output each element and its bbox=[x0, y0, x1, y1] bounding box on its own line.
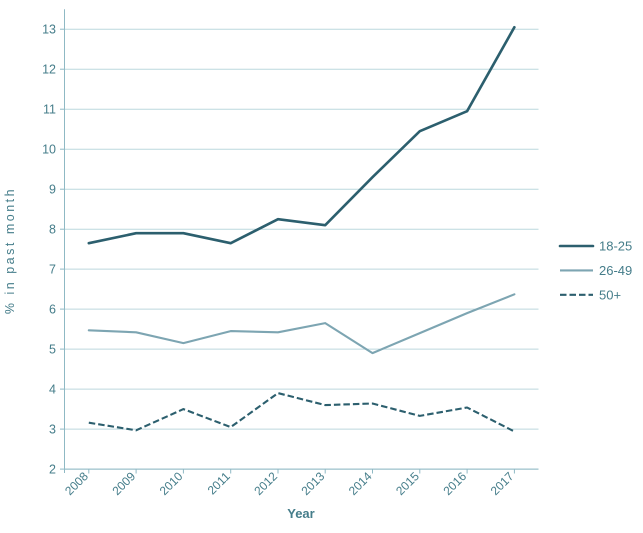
svg-text:2: 2 bbox=[49, 463, 56, 477]
svg-text:26-49: 26-49 bbox=[599, 263, 632, 278]
svg-text:2008: 2008 bbox=[62, 469, 91, 498]
svg-text:10: 10 bbox=[42, 143, 56, 157]
svg-text:2012: 2012 bbox=[251, 469, 280, 498]
svg-text:3: 3 bbox=[49, 423, 56, 437]
svg-text:2014: 2014 bbox=[346, 469, 375, 498]
svg-text:11: 11 bbox=[43, 103, 56, 117]
svg-text:5: 5 bbox=[49, 343, 56, 357]
svg-text:50+: 50+ bbox=[599, 287, 621, 302]
svg-text:2016: 2016 bbox=[440, 469, 469, 498]
svg-text:2010: 2010 bbox=[157, 469, 186, 498]
svg-text:2009: 2009 bbox=[109, 469, 138, 498]
svg-text:% in past month: % in past month bbox=[3, 187, 17, 314]
svg-text:9: 9 bbox=[49, 183, 56, 197]
svg-text:Year: Year bbox=[287, 506, 314, 521]
svg-text:18-25: 18-25 bbox=[599, 239, 632, 254]
svg-text:13: 13 bbox=[42, 23, 56, 37]
svg-text:8: 8 bbox=[49, 223, 56, 237]
svg-text:2013: 2013 bbox=[299, 469, 328, 498]
svg-text:7: 7 bbox=[49, 263, 56, 277]
svg-text:2011: 2011 bbox=[205, 469, 233, 497]
svg-text:12: 12 bbox=[42, 63, 56, 77]
svg-text:2017: 2017 bbox=[488, 469, 517, 498]
svg-text:2015: 2015 bbox=[393, 469, 422, 498]
svg-text:6: 6 bbox=[49, 303, 56, 317]
svg-text:4: 4 bbox=[49, 383, 56, 397]
